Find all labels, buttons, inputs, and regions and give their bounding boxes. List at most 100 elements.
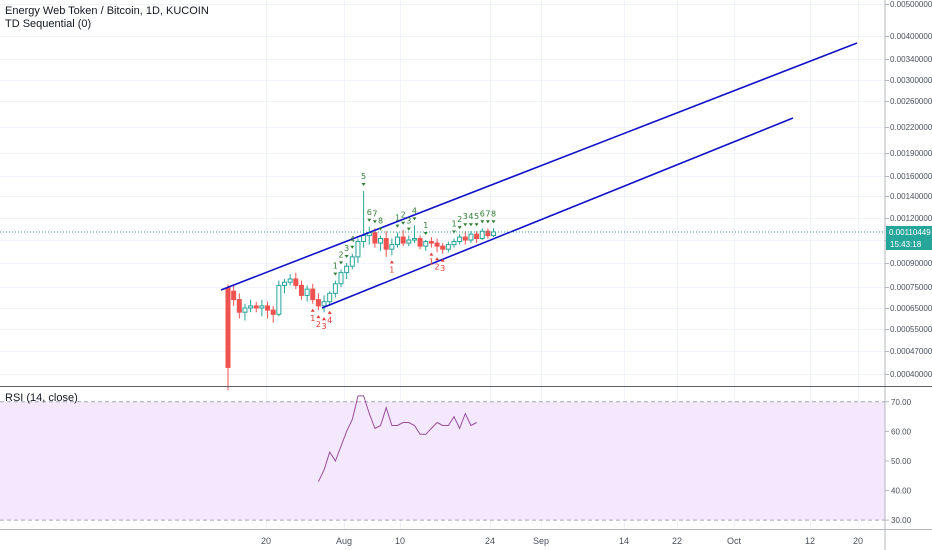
candle-down [310, 288, 316, 301]
td-sell-arrow [333, 272, 338, 276]
candle-up [304, 288, 310, 296]
td-sell-arrow [395, 224, 400, 228]
price-tick-label: 0.00400000 [890, 32, 932, 41]
price-tick-label: 0.00300000 [890, 76, 932, 85]
rsi-tick-label: 30.00 [891, 516, 912, 525]
price-tick-label: 0.00500000 [890, 0, 932, 9]
candle-down [225, 287, 231, 368]
time-tick-label: 10 [395, 536, 405, 546]
td-sell-arrow [480, 220, 485, 224]
td-sell-count: 8 [491, 209, 496, 218]
td-buy-count: 2 [435, 262, 440, 271]
symbol-title[interactable]: Energy Web Token / Bitcoin, 1D, KUCOIN [5, 5, 209, 17]
td-sell-count: 1 [333, 262, 338, 271]
candles[interactable] [225, 191, 497, 391]
indicator-legend[interactable]: TD Sequential (0) [5, 18, 91, 30]
rsi-band [0, 401, 885, 521]
td-sell-arrow [372, 220, 377, 224]
td-buy-arrow [389, 260, 394, 264]
candle-down [383, 238, 389, 250]
td-sell-arrow [457, 226, 462, 230]
candle-down [293, 278, 299, 286]
candle-up [287, 278, 293, 283]
td-sell-arrow [412, 217, 417, 221]
candle-up [338, 272, 344, 285]
td-buy-count: 2 [316, 320, 321, 329]
price-tick-label: 0.00340000 [890, 55, 932, 64]
td-sell-count: 2 [401, 211, 406, 220]
td-sell-count: 7 [372, 209, 377, 218]
td-sell-count: 2 [457, 215, 462, 224]
time-tick-label: 24 [485, 536, 495, 546]
candle-up [423, 241, 429, 247]
candle-up [355, 241, 361, 258]
candle-up [321, 301, 327, 307]
td-sell-count: 7 [485, 209, 490, 218]
candle-up [242, 307, 248, 313]
candle-up [276, 284, 282, 315]
rsi-line [317, 395, 477, 482]
candle-up [411, 238, 417, 241]
td-sell-count: 5 [474, 212, 479, 221]
price-tick-label: 0.00260000 [890, 97, 932, 106]
last-price-box [886, 226, 932, 239]
candle-down [474, 233, 480, 240]
candle-down [270, 309, 276, 315]
price-axis[interactable]: 0.00500000 0.00400000 0.00340000 0.00300000… [885, 0, 932, 379]
td-buy-count: 1 [310, 314, 315, 323]
candle-up [332, 283, 338, 294]
candle-down [231, 290, 237, 301]
td-buy-count: 4 [327, 316, 332, 325]
rsi-tick-label: 70.00 [891, 398, 912, 407]
rsi-tick-label: 40.00 [891, 487, 912, 496]
rsi-legend[interactable]: RSI (14, close) [5, 392, 78, 404]
rsi-tick-label: 50.00 [891, 457, 912, 466]
candle-down [440, 245, 446, 250]
td-sell-count: 4 [412, 206, 417, 215]
price-tick-label: 0.00090000 [890, 259, 932, 268]
td-buy-count: 1 [389, 265, 394, 274]
candle-down [434, 242, 440, 247]
td-sell-count: 6 [367, 208, 372, 217]
time-tick-label: Aug [336, 536, 352, 546]
td-sell-arrow [344, 255, 349, 258]
td-sell-arrow [339, 261, 343, 265]
time-tick-label: Oct [727, 536, 742, 546]
candle-up [457, 236, 463, 243]
td-sell-arrow [491, 220, 496, 224]
rsi-axis[interactable]: 70.00 60.00 50.00 40.00 30.00 [885, 398, 912, 525]
price-tick-label: 0.00047000 [890, 347, 932, 356]
td-buy-arrow [440, 258, 445, 262]
td-sell-arrow [463, 223, 468, 227]
price-tick-label: 0.00190000 [890, 149, 932, 158]
candle-down [462, 236, 468, 241]
td-sell-count: 3 [406, 217, 411, 226]
td-buy-count: 3 [440, 264, 445, 273]
time-tick-label: 14 [619, 536, 629, 546]
candle-up [248, 305, 254, 309]
price-tick-label: 0.00220000 [890, 123, 932, 132]
candle-up [349, 256, 355, 267]
td-sell-count: 4 [350, 235, 355, 244]
candle-up [445, 244, 451, 250]
candle-up [259, 305, 265, 309]
candle-up [479, 230, 485, 240]
td-sell-count: 8 [378, 217, 383, 226]
td-sell-count: 6 [480, 209, 485, 218]
td-sell-arrow [485, 220, 490, 224]
price-tick-label: 0.00120000 [890, 214, 932, 223]
countdown-value: 15:43:18 [890, 240, 922, 249]
candle-down [315, 299, 321, 307]
channel-lines[interactable] [220, 42, 858, 309]
td-buy-count: 3 [322, 322, 327, 331]
time-axis[interactable]: 20 Aug 10 24 Sep 14 22 Oct 12 20 [261, 536, 863, 546]
candle-down [428, 241, 434, 244]
channel-upper-line [220, 42, 858, 291]
time-tick-label: Sep [533, 536, 549, 546]
candle-up [361, 235, 367, 243]
td-buy-arrow [322, 317, 327, 321]
td-sell-count: 1 [423, 221, 428, 230]
td-buy-arrow [429, 252, 434, 256]
rsi-levels [0, 401, 885, 521]
